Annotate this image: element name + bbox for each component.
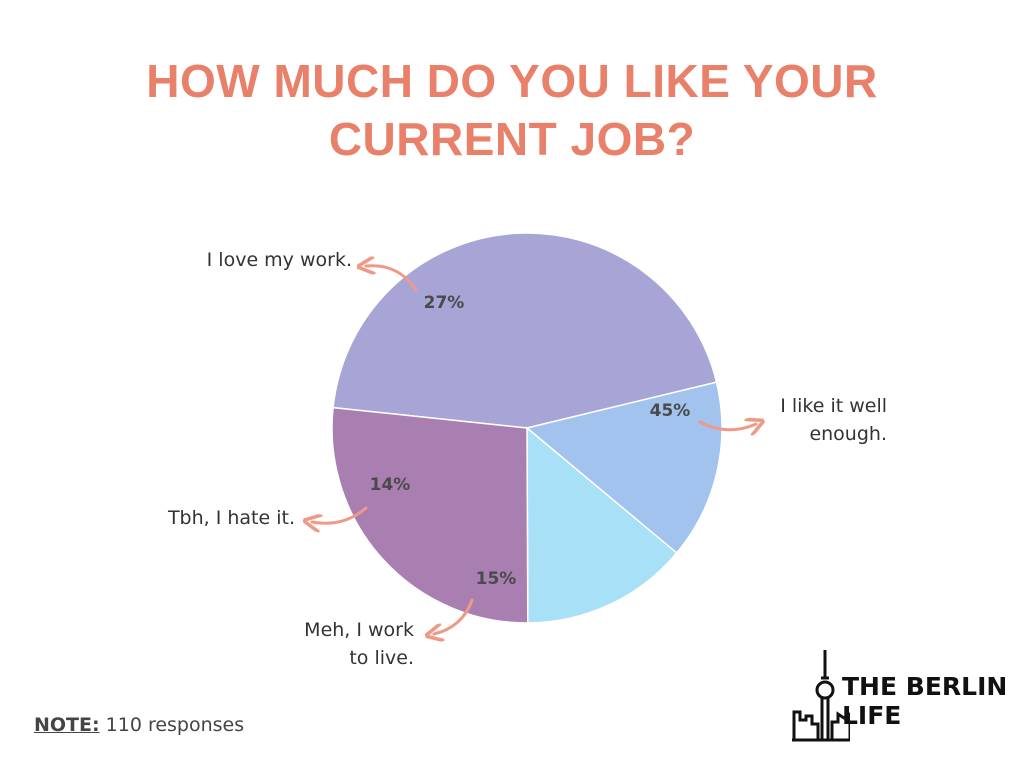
label-arrow	[434, 598, 474, 634]
label-arrows	[312, 266, 756, 634]
label-arrow	[698, 422, 756, 430]
label-arrow	[312, 506, 368, 523]
note-text: 110 responses	[105, 714, 245, 736]
chart-title: HOW MUCH DO YOU LIKE YOUR CURRENT JOB?	[0, 52, 1024, 168]
slice-label: to live.	[349, 647, 414, 669]
note: NOTE: 110 responses	[34, 714, 244, 736]
pie-slices	[331, 232, 723, 624]
note-label: NOTE:	[34, 714, 100, 736]
pie-slice	[525, 381, 723, 555]
slice-labels: I like it well enough. Meh, I work to live.…	[167, 249, 887, 669]
label-arrow	[366, 266, 418, 292]
title-line-1: HOW MUCH DO YOU LIKE YOUR	[146, 55, 878, 107]
logo-text: THE BERLIN LIFE	[842, 672, 1007, 730]
percent-label: 27%	[424, 293, 465, 313]
title-line-2: CURRENT JOB?	[328, 113, 696, 165]
slice-label: Tbh, I hate it.	[167, 507, 295, 529]
logo-line-1: THE BERLIN	[842, 672, 1008, 701]
pie-slice	[331, 406, 529, 624]
percent-label: 45%	[650, 401, 691, 421]
logo-line-2: LIFE	[842, 701, 902, 730]
percent-label: 14%	[370, 475, 411, 495]
slice-label: I love my work.	[207, 249, 352, 271]
pie-slice	[332, 232, 718, 429]
slice-label: Meh, I work	[304, 619, 414, 641]
the-berlin-life-logo: THE BERLIN LIFE	[790, 650, 1010, 750]
slice-label: I like it well	[780, 395, 887, 417]
percent-label: 15%	[476, 569, 517, 589]
percent-labels: 45% 15% 14% 27%	[370, 293, 691, 589]
tv-tower-skyline-icon	[792, 650, 850, 742]
pie-slice	[526, 426, 678, 624]
slice-label: enough.	[809, 423, 887, 445]
